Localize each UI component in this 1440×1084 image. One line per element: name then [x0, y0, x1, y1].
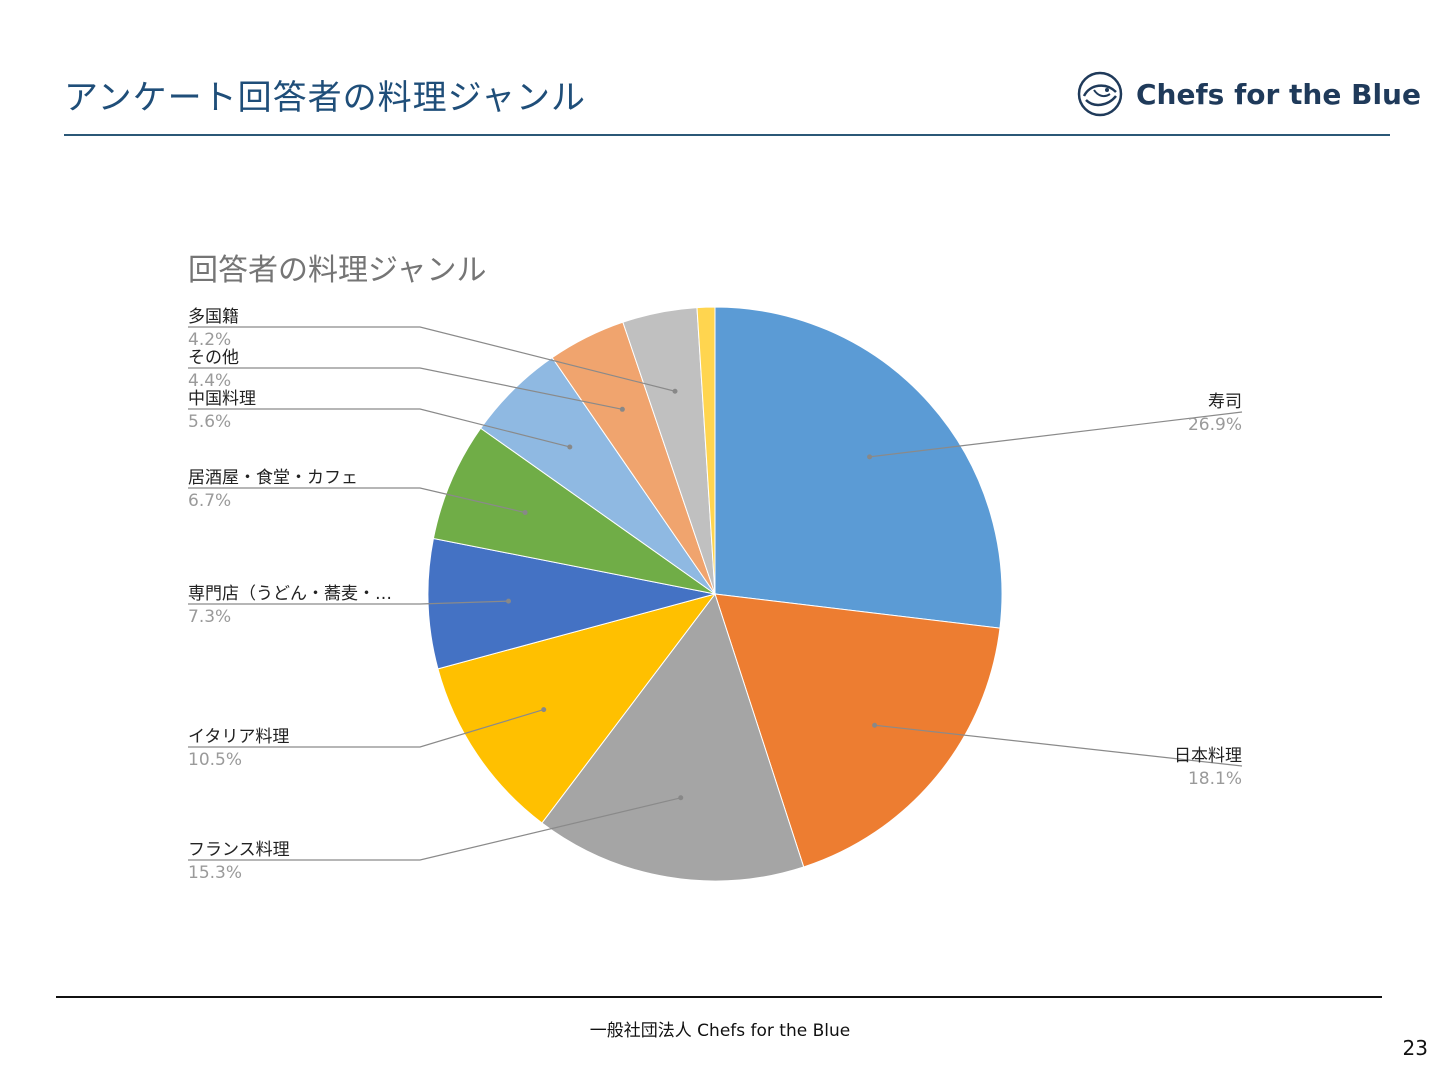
footer-organization: 一般社団法人 Chefs for the Blue	[589, 1021, 851, 1041]
slice-percent: 4.2%	[188, 330, 231, 350]
slice-percent: 10.5%	[188, 750, 242, 770]
brand-logo: Chefs for the Blue	[1076, 70, 1421, 118]
leader-line	[188, 600, 509, 605]
slice-percent: 4.4%	[188, 371, 231, 391]
leader-dot	[567, 444, 573, 450]
leader-dot	[619, 406, 625, 412]
leader-dot	[678, 795, 684, 801]
slice-label: イタリア料理	[188, 727, 289, 747]
slice-label: 中国料理	[188, 389, 256, 409]
pie-slice	[541, 592, 805, 882]
leader-line	[188, 408, 570, 448]
slice-label: フランス料理	[188, 840, 290, 860]
slice-label: 日本料理	[1174, 746, 1242, 766]
slice-percent: 15.3%	[188, 863, 242, 883]
pie-slice	[714, 306, 1003, 629]
brand-name: Chefs for the Blue	[1136, 77, 1421, 111]
slide-title: アンケート回答者の料理ジャンル	[64, 78, 586, 118]
page-number: 23	[1402, 1036, 1428, 1060]
leader-dot	[541, 707, 547, 713]
leader-line	[188, 709, 544, 748]
pie-slice	[432, 427, 716, 595]
leader-line	[188, 367, 623, 410]
footer-divider	[56, 996, 1382, 998]
chart-title: 回答者の料理ジャンル	[188, 253, 487, 288]
leader-dot	[872, 722, 878, 728]
slice-label: 居酒屋・食堂・カフェ	[188, 468, 358, 488]
pie-slice	[696, 306, 716, 595]
pie-slice	[437, 593, 717, 824]
pie-labels: 寿司 26.9% 日本料理 18.1% フランス料理 15.3% イタリア料理 10.5% 専門…	[188, 307, 1243, 883]
fish-logo-icon	[1077, 71, 1123, 117]
leader-line	[188, 326, 676, 392]
slice-percent: 7.3%	[188, 607, 231, 627]
leader-dot	[522, 510, 528, 516]
slice-label: 多国籍	[188, 307, 239, 327]
leader-dot	[505, 598, 511, 604]
slice-percent: 26.9%	[1188, 415, 1242, 435]
slice-label: 寿司	[1208, 392, 1242, 412]
pie-slice	[714, 593, 1001, 868]
leader-dot	[672, 388, 678, 394]
leader-dot	[867, 454, 873, 460]
slice-percent: 18.1%	[1188, 769, 1242, 789]
leader-line	[874, 724, 1243, 767]
pie-slices	[427, 306, 1003, 882]
leader-line	[188, 797, 681, 861]
header-divider	[64, 134, 1390, 136]
slice-percent: 5.6%	[188, 412, 231, 432]
leader-line	[869, 411, 1243, 458]
leader-line	[188, 487, 526, 514]
slice-label: 専門店（うどん・蕎麦・…	[188, 584, 392, 604]
slice-percent: 6.7%	[188, 491, 231, 511]
slice-label: その他	[188, 348, 239, 368]
